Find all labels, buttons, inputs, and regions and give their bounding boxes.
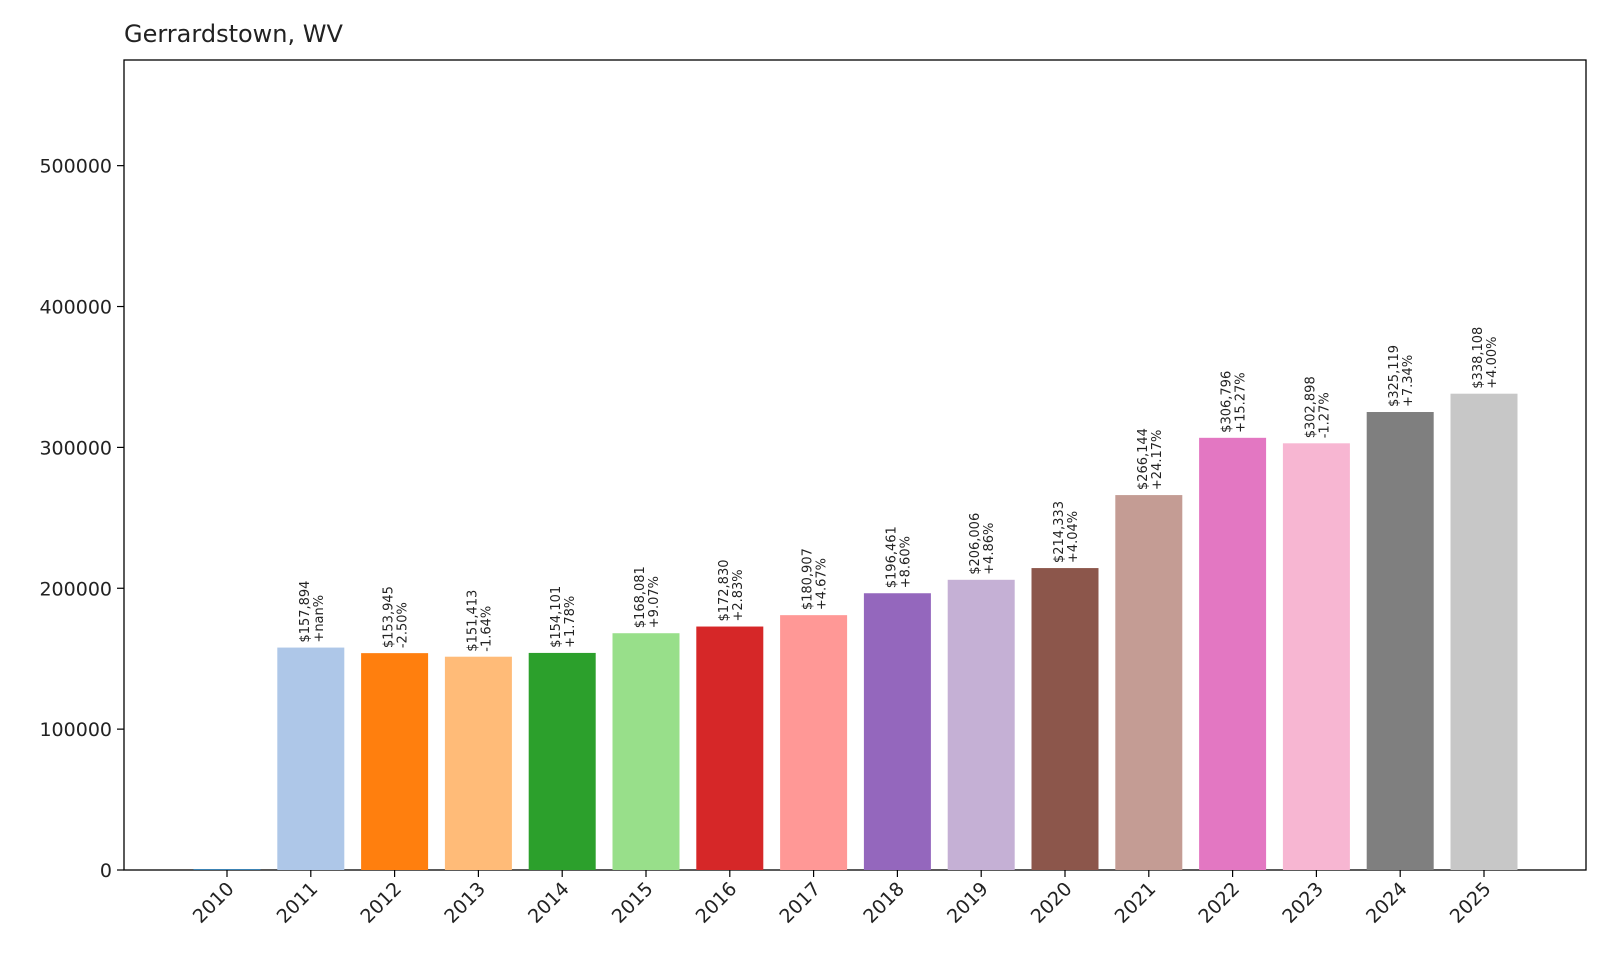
bar <box>1450 393 1518 870</box>
bar-change-label: +nan% <box>312 595 327 643</box>
xtick-label: 2010 <box>189 878 239 928</box>
xtick-label: 2011 <box>273 878 323 928</box>
bar-change-label: -1.64% <box>479 606 494 652</box>
bar-change-label: +24.17% <box>1150 430 1165 490</box>
xtick-label: 2020 <box>1027 878 1077 928</box>
bar-change-label: +4.67% <box>815 558 830 610</box>
bar-change-label: +9.07% <box>647 576 662 628</box>
xtick-label: 2016 <box>692 878 742 928</box>
bar <box>1199 437 1267 870</box>
bar-value-label: $154,101 <box>549 586 564 648</box>
xtick-label: 2023 <box>1278 878 1328 928</box>
bar <box>612 633 680 870</box>
x-axis: 2010 2011 2012 2013 2014 2015 2016 2017 2018 2019… <box>189 870 1496 928</box>
bar-value-label: $153,945 <box>382 586 397 648</box>
xtick-label: 2025 <box>1446 878 1496 928</box>
xtick-label: 2022 <box>1194 878 1244 928</box>
plot-frame <box>123 59 1587 871</box>
bar <box>528 652 596 870</box>
bar-change-label: +15.27% <box>1234 372 1249 432</box>
bars-layer: $157,894 +nan% $153,945 -2.50% $151,413 -1.64… <box>193 327 1518 870</box>
bar <box>863 593 931 870</box>
xtick-label: 2019 <box>943 878 993 928</box>
bar <box>1366 412 1434 870</box>
bar <box>947 579 1015 870</box>
ytick-label: 400000 <box>39 297 112 319</box>
bar-change-label: +7.34% <box>1401 355 1416 407</box>
bar-change-label: +1.78% <box>563 596 578 648</box>
bar-value-label: $168,081 <box>633 566 648 628</box>
bar-value-label: $206,006 <box>968 513 983 575</box>
bar-value-label: $266,144 <box>1136 428 1151 490</box>
xtick-label: 2017 <box>775 878 825 928</box>
bar-change-label: -2.50% <box>396 602 411 648</box>
xtick-label: 2018 <box>859 878 909 928</box>
bar <box>193 869 261 870</box>
bar <box>1115 495 1183 870</box>
bar-value-label: $172,830 <box>717 560 732 622</box>
bar <box>696 626 764 870</box>
bar-value-label: $338,108 <box>1471 327 1486 389</box>
bar-change-label: +4.00% <box>1485 337 1500 389</box>
bar <box>780 615 848 870</box>
bar-value-label: $325,119 <box>1387 345 1402 407</box>
bar-change-label: +8.60% <box>898 536 913 588</box>
chart-title: Gerrardstown, WV <box>124 20 343 48</box>
xtick-label: 2021 <box>1111 878 1161 928</box>
xtick-label: 2013 <box>440 878 490 928</box>
ytick-label: 100000 <box>39 719 112 741</box>
bar-value-label: $214,333 <box>1052 501 1067 563</box>
bar-change-label: -1.27% <box>1317 392 1332 438</box>
bar <box>1282 443 1350 870</box>
bar-value-label: $180,907 <box>801 548 816 610</box>
bar-value-label: $302,898 <box>1303 376 1318 438</box>
bar <box>361 653 429 870</box>
bar-value-label: $151,413 <box>465 590 480 652</box>
ytick-label: 0 <box>100 860 112 882</box>
bar-value-label: $196,461 <box>884 526 899 588</box>
bar <box>444 656 512 870</box>
xtick-label: 2014 <box>524 878 574 928</box>
xtick-label: 2015 <box>608 878 658 928</box>
xtick-label: 2012 <box>356 878 406 928</box>
ytick-label: 500000 <box>39 156 112 178</box>
bar <box>277 647 345 870</box>
ytick-label: 300000 <box>39 437 112 459</box>
bar-change-label: +4.04% <box>1066 511 1081 563</box>
xtick-label: 2024 <box>1362 878 1412 928</box>
y-axis: 0 100000 200000 300000 400000 500000 <box>39 156 124 882</box>
bar-change-label: +2.83% <box>731 569 746 621</box>
bar-value-label: $306,796 <box>1220 371 1235 433</box>
bar <box>1031 568 1099 870</box>
ytick-label: 200000 <box>39 578 112 600</box>
bar-change-label: +4.86% <box>982 523 997 575</box>
bar-value-label: $157,894 <box>298 581 313 643</box>
